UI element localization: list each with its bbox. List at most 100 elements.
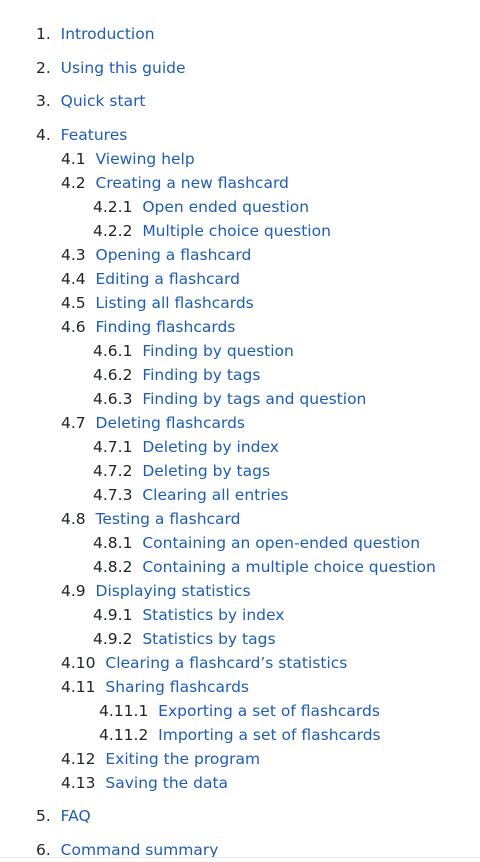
toc-entry-4-8-1: 4.8.1 Containing an open-ended question	[93, 533, 420, 553]
toc-link-introduction[interactable]: Introduction	[60, 25, 155, 43]
toc-number: 5.	[36, 807, 51, 825]
toc-link-deleting-by-index[interactable]: Deleting by index	[142, 438, 279, 456]
toc-number: 6.	[36, 841, 51, 859]
toc-entry-4-10: 4.10 Clearing a flashcard’s statistics	[61, 653, 347, 673]
toc-link-opening-a-flashcard[interactable]: Opening a flashcard	[95, 246, 252, 264]
toc-number: 4.6.2	[93, 366, 133, 384]
toc-link-finding-flashcards[interactable]: Finding flashcards	[95, 318, 236, 336]
toc-entry-4-2-1: 4.2.1 Open ended question	[93, 197, 309, 217]
toc-link-containing-an-open-ended-question[interactable]: Containing an open-ended question	[142, 534, 421, 552]
toc-number: 3.	[36, 92, 51, 110]
toc-link-deleting-by-tags[interactable]: Deleting by tags	[142, 462, 271, 480]
toc-entry-5: 5. FAQ	[36, 806, 91, 826]
toc-number: 4.7	[61, 414, 86, 432]
toc-link-displaying-statistics[interactable]: Displaying statistics	[95, 582, 251, 600]
toc-entry-4-7-1: 4.7.1 Deleting by index	[93, 437, 279, 457]
toc-number: 4.13	[61, 774, 96, 792]
toc-entry-4-11: 4.11 Sharing flashcards	[61, 677, 249, 697]
toc-number: 4.6.1	[93, 342, 133, 360]
toc-link-saving-the-data[interactable]: Saving the data	[105, 774, 229, 792]
toc-link-editing-a-flashcard[interactable]: Editing a flashcard	[95, 270, 240, 288]
toc-entry-4-11-2: 4.11.2 Importing a set of flashcards	[99, 725, 381, 745]
toc-number: 4.12	[61, 750, 96, 768]
toc-entry-4-9-1: 4.9.1 Statistics by index	[93, 605, 284, 625]
toc-number: 4.1	[61, 150, 86, 168]
toc-link-deleting-flashcards[interactable]: Deleting flashcards	[95, 414, 245, 432]
toc-number: 4.3	[61, 246, 86, 264]
toc-entry-4-8-2: 4.8.2 Containing a multiple choice quest…	[93, 557, 436, 577]
toc-number: 4.6.3	[93, 390, 133, 408]
toc-number: 4.10	[61, 654, 96, 672]
bottom-divider	[0, 857, 480, 858]
toc-number: 1.	[36, 25, 51, 43]
toc-number: 4.11.1	[99, 702, 149, 720]
toc-link-clearing-a-flashcards-statistics[interactable]: Clearing a flashcard’s statistics	[105, 654, 348, 672]
toc-number: 2.	[36, 59, 51, 77]
toc-entry-4-9-2: 4.9.2 Statistics by tags	[93, 629, 276, 649]
toc-number: 4.2.2	[93, 222, 133, 240]
toc-number: 4.4	[61, 270, 86, 288]
toc-link-clearing-all-entries[interactable]: Clearing all entries	[142, 486, 289, 504]
toc-number: 4.11	[61, 678, 96, 696]
toc-number: 4.7.1	[93, 438, 133, 456]
toc-entry-6: 6. Command summary	[36, 840, 218, 860]
toc-link-quick-start[interactable]: Quick start	[60, 92, 146, 110]
toc-entry-3: 3. Quick start	[36, 91, 146, 111]
toc-link-exiting-the-program[interactable]: Exiting the program	[105, 750, 261, 768]
toc-entry-4-7: 4.7 Deleting flashcards	[61, 413, 245, 433]
toc-entry-4: 4. Features	[36, 125, 127, 145]
toc-entry-4-6-3: 4.6.3 Finding by tags and question	[93, 389, 366, 409]
toc-entry-4-13: 4.13 Saving the data	[61, 773, 228, 793]
toc-entry-4-5: 4.5 Listing all flashcards	[61, 293, 254, 313]
toc-number: 4.2.1	[93, 198, 133, 216]
toc-number: 4.8.2	[93, 558, 133, 576]
toc-entry-4-7-2: 4.7.2 Deleting by tags	[93, 461, 270, 481]
toc-entry-1: 1. Introduction	[36, 24, 155, 44]
toc-number: 4.2	[61, 174, 86, 192]
toc-link-multiple-choice-question[interactable]: Multiple choice question	[142, 222, 331, 240]
toc-entry-4-6-2: 4.6.2 Finding by tags	[93, 365, 260, 385]
toc-number: 4.7.2	[93, 462, 133, 480]
toc-link-statistics-by-tags[interactable]: Statistics by tags	[142, 630, 276, 648]
toc-link-faq[interactable]: FAQ	[60, 807, 91, 825]
toc-entry-4-6: 4.6 Finding flashcards	[61, 317, 235, 337]
toc-link-testing-a-flashcard[interactable]: Testing a flashcard	[95, 510, 241, 528]
toc-link-command-summary[interactable]: Command summary	[60, 841, 219, 859]
toc-number: 4.9.2	[93, 630, 133, 648]
toc-number: 4.9	[61, 582, 86, 600]
toc-number: 4.8	[61, 510, 86, 528]
toc-entry-4-3: 4.3 Opening a flashcard	[61, 245, 251, 265]
toc-number: 4.11.2	[99, 726, 149, 744]
toc-entry-4-2: 4.2 Creating a new flashcard	[61, 173, 289, 193]
toc-link-finding-by-question[interactable]: Finding by question	[142, 342, 294, 360]
toc-entry-2: 2. Using this guide	[36, 58, 186, 78]
toc-entry-4-7-3: 4.7.3 Clearing all entries	[93, 485, 289, 505]
toc-link-statistics-by-index[interactable]: Statistics by index	[142, 606, 285, 624]
toc-link-viewing-help[interactable]: Viewing help	[95, 150, 195, 168]
toc-link-sharing-flashcards[interactable]: Sharing flashcards	[105, 678, 249, 696]
toc-entry-4-2-2: 4.2.2 Multiple choice question	[93, 221, 331, 241]
toc-entry-4-4: 4.4 Editing a flashcard	[61, 269, 240, 289]
toc-number: 4.	[36, 126, 51, 144]
toc-link-importing-a-set-of-flashcards[interactable]: Importing a set of flashcards	[158, 726, 381, 744]
toc-link-containing-a-multiple-choice-question[interactable]: Containing a multiple choice question	[142, 558, 436, 576]
toc-link-using-this-guide[interactable]: Using this guide	[60, 59, 186, 77]
toc-link-open-ended-question[interactable]: Open ended question	[142, 198, 310, 216]
toc-number: 4.8.1	[93, 534, 133, 552]
toc-number: 4.6	[61, 318, 86, 336]
toc-link-finding-by-tags[interactable]: Finding by tags	[142, 366, 261, 384]
toc-link-creating-a-new-flashcard[interactable]: Creating a new flashcard	[95, 174, 289, 192]
toc-number: 4.7.3	[93, 486, 133, 504]
toc-number: 4.5	[61, 294, 86, 312]
toc-link-exporting-a-set-of-flashcards[interactable]: Exporting a set of flashcards	[158, 702, 380, 720]
toc-entry-4-11-1: 4.11.1 Exporting a set of flashcards	[99, 701, 380, 721]
toc-entry-4-9: 4.9 Displaying statistics	[61, 581, 251, 601]
toc-entry-4-8: 4.8 Testing a flashcard	[61, 509, 240, 529]
toc-link-listing-all-flashcards[interactable]: Listing all flashcards	[95, 294, 254, 312]
toc-entry-4-6-1: 4.6.1 Finding by question	[93, 341, 294, 361]
toc-entry-4-12: 4.12 Exiting the program	[61, 749, 260, 769]
toc-link-features[interactable]: Features	[60, 126, 128, 144]
toc-link-finding-by-tags-and-question[interactable]: Finding by tags and question	[142, 390, 367, 408]
toc-number: 4.9.1	[93, 606, 133, 624]
